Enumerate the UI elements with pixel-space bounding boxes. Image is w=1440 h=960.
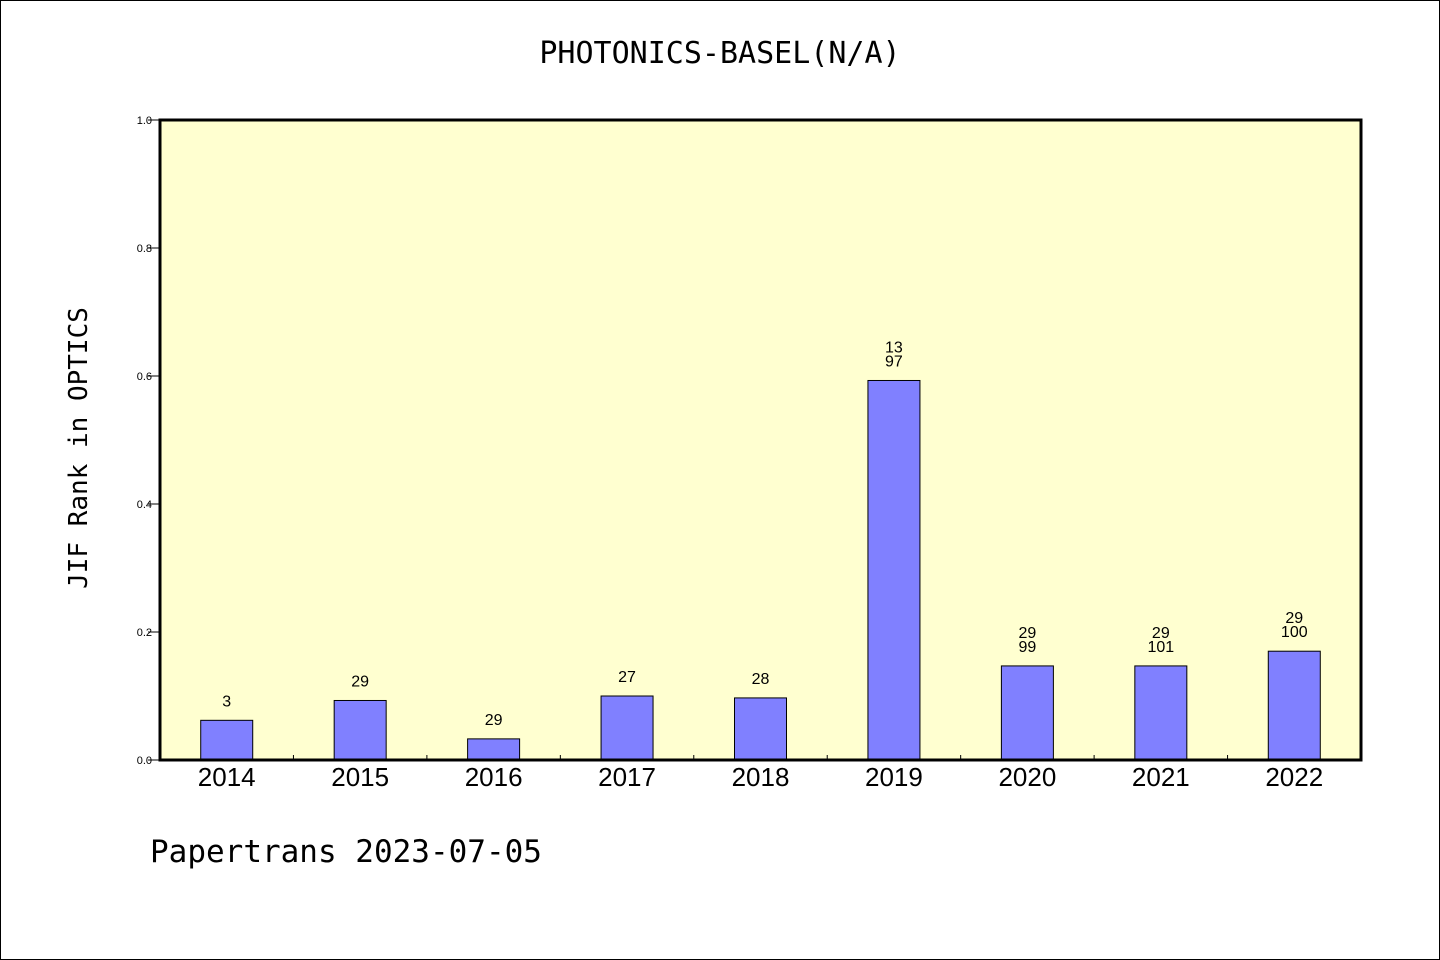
data-label-2019: 97: [885, 353, 903, 370]
footer-text: Papertrans 2023-07-05: [150, 834, 542, 870]
bar-2019: [867, 379, 921, 761]
y-tick-label: 0.2: [137, 627, 152, 639]
x-tick-label-2021: 2021: [1132, 762, 1190, 792]
y-tick-label: 0.8: [137, 243, 152, 255]
chart-title: PHOTONICS-BASEL(N/A): [539, 36, 901, 71]
bar-2014: [200, 719, 254, 761]
data-label-2022: 100: [1281, 624, 1308, 641]
data-label-2015: 29: [351, 673, 369, 690]
data-label-2014: 3: [222, 693, 231, 710]
bar-2017: [600, 695, 654, 761]
bar-2022: [1267, 650, 1321, 761]
x-tick-label-2022: 2022: [1265, 762, 1323, 792]
plot-area: [160, 120, 1361, 760]
bar-2016: [467, 738, 521, 761]
y-tick-label: 0.0: [137, 755, 152, 767]
x-tick-label-2018: 2018: [732, 762, 790, 792]
x-tick-label-2015: 2015: [331, 762, 389, 792]
data-label-2018: 28: [752, 671, 770, 688]
data-label-2017: 27: [618, 669, 636, 686]
x-tick-label-2014: 2014: [198, 762, 256, 792]
y-tick-label: 1.0: [137, 115, 152, 127]
y-tick-label: 0.6: [137, 371, 152, 383]
bar-2015: [333, 699, 387, 761]
bar-2018: [734, 697, 787, 761]
x-tick-label-2017: 2017: [598, 762, 656, 792]
data-label-2022: 29: [1285, 610, 1303, 627]
plot-border: [158, 118, 1363, 762]
data-label-2021: 101: [1147, 639, 1174, 656]
data-label-2016: 29: [485, 712, 503, 729]
x-tick-label-2019: 2019: [865, 762, 923, 792]
data-label-2021: 29: [1152, 625, 1170, 642]
data-label-2019: 13: [885, 339, 903, 356]
data-label-2020: 29: [1018, 625, 1036, 642]
y-tick-label: 0.4: [137, 499, 152, 511]
bar-2021: [1134, 665, 1188, 761]
bar-2020: [1000, 665, 1054, 761]
x-tick-label-2016: 2016: [465, 762, 523, 792]
data-label-2020: 99: [1018, 639, 1036, 656]
x-tick-label-2020: 2020: [998, 762, 1056, 792]
